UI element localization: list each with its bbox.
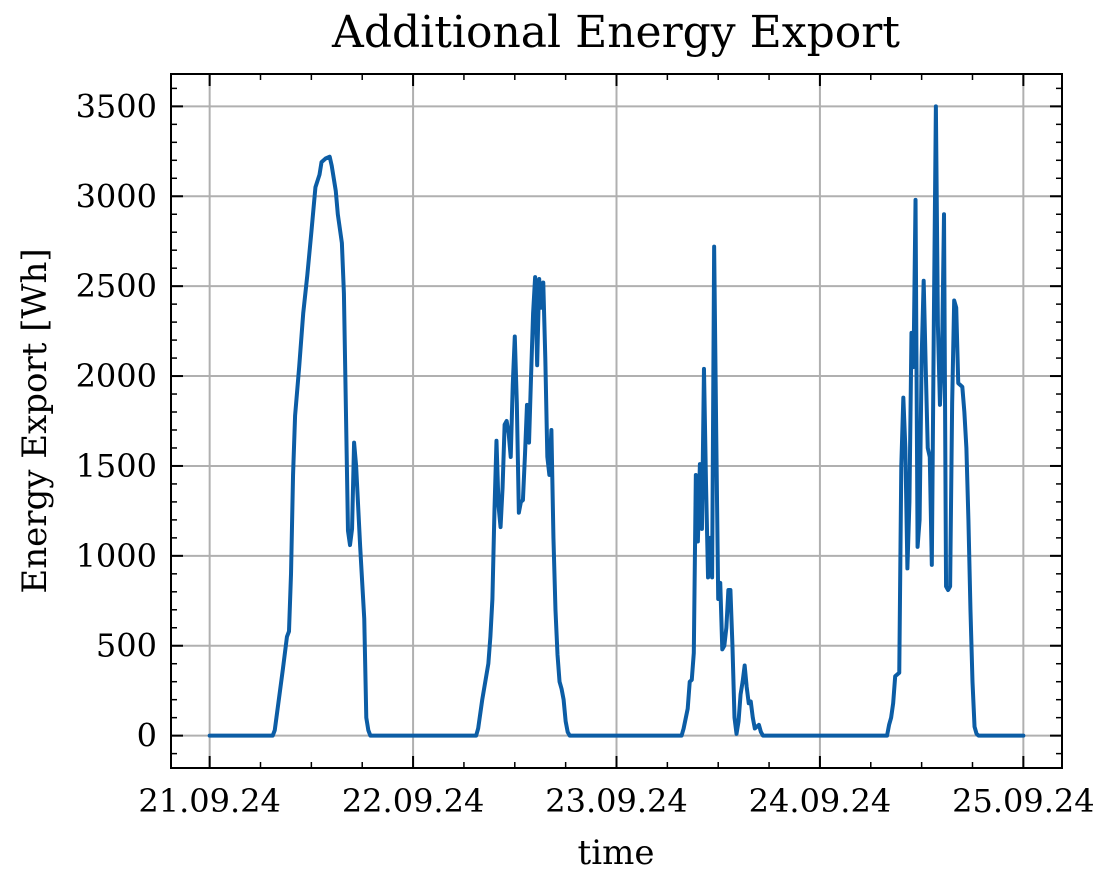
y-tick-label: 0: [137, 717, 157, 755]
y-tick-label: 1500: [76, 447, 157, 485]
x-tick-label: 23.09.24: [545, 782, 688, 820]
series-layer: [207, 104, 1026, 738]
x-tick-label: 21.09.24: [138, 782, 281, 820]
y-tick-label: 2000: [76, 357, 157, 395]
y-tick-label: 3000: [76, 177, 157, 215]
x-axis-label: time: [578, 833, 655, 873]
y-tick-label: 1000: [76, 537, 157, 575]
y-tick-label: 3500: [76, 87, 157, 125]
y-tick-labels: 0 500 1000 1500 2000 2500 3000 3500: [76, 87, 157, 754]
x-tick-label: 25.09.24: [952, 782, 1095, 820]
x-tick-label: 22.09.24: [342, 782, 485, 820]
y-axis-label: Energy Export [Wh]: [15, 248, 55, 593]
axis-ticks: [171, 74, 1062, 768]
chart-title: Additional Energy Export: [331, 7, 900, 58]
x-tick-label: 24.09.24: [749, 782, 892, 820]
y-tick-label: 500: [96, 627, 157, 665]
x-tick-labels: 21.09.24 22.09.24 23.09.24 24.09.24 25.09.24: [138, 782, 1094, 820]
y-tick-label: 2500: [76, 267, 157, 305]
series-line-0: [207, 104, 1026, 738]
